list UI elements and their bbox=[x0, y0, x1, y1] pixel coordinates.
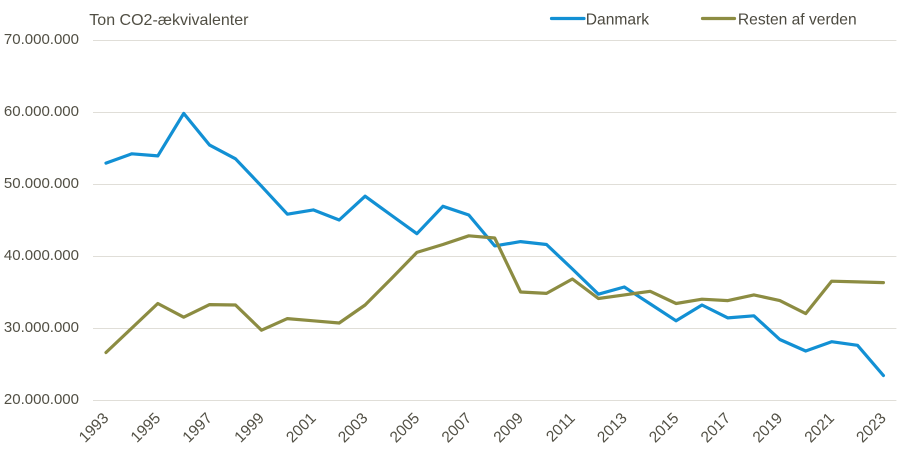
svg-text:Ton CO2-ækvivalenter: Ton CO2-ækvivalenter bbox=[89, 12, 249, 29]
svg-text:20.000.000: 20.000.000 bbox=[4, 391, 79, 408]
svg-text:Danmark: Danmark bbox=[586, 12, 649, 29]
svg-text:40.000.000: 40.000.000 bbox=[4, 247, 79, 264]
svg-text:30.000.000: 30.000.000 bbox=[4, 319, 79, 336]
svg-text:Resten af verden: Resten af verden bbox=[738, 12, 857, 29]
svg-text:70.000.000: 70.000.000 bbox=[4, 31, 79, 48]
svg-text:60.000.000: 60.000.000 bbox=[4, 103, 79, 120]
svg-text:50.000.000: 50.000.000 bbox=[4, 175, 79, 192]
